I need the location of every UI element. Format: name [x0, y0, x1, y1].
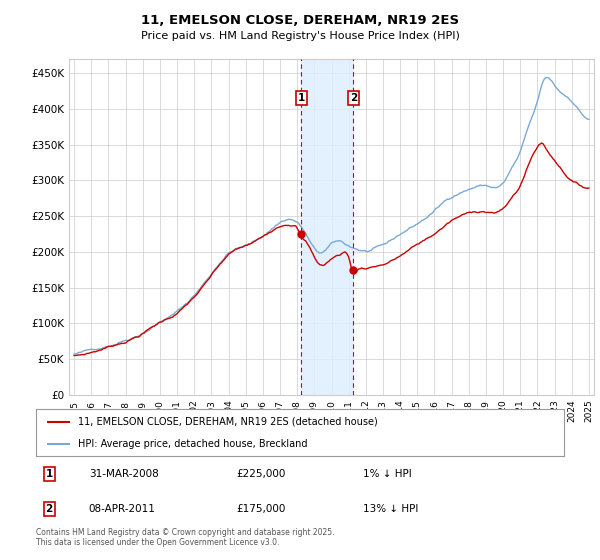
Bar	[301, 59, 353, 395]
Text: Contains HM Land Registry data © Crown copyright and database right 2025.
This d: Contains HM Land Registry data © Crown c…	[36, 528, 335, 547]
Text: HPI: Average price, detached house, Breckland: HPI: Average price, detached house, Brec…	[78, 438, 308, 449]
Text: 2: 2	[46, 504, 53, 514]
Text: 1% ↓ HPI: 1% ↓ HPI	[364, 469, 412, 479]
Text: Price paid vs. HM Land Registry's House Price Index (HPI): Price paid vs. HM Land Registry's House …	[140, 31, 460, 41]
Text: 1: 1	[298, 93, 305, 103]
Text: 2: 2	[350, 93, 357, 103]
Text: 1: 1	[46, 469, 53, 479]
Text: £175,000: £175,000	[236, 504, 286, 514]
Text: 08-APR-2011: 08-APR-2011	[89, 504, 155, 514]
Text: 11, EMELSON CLOSE, DEREHAM, NR19 2ES: 11, EMELSON CLOSE, DEREHAM, NR19 2ES	[141, 14, 459, 27]
Text: 11, EMELSON CLOSE, DEREHAM, NR19 2ES (detached house): 11, EMELSON CLOSE, DEREHAM, NR19 2ES (de…	[78, 417, 378, 427]
Text: 31-MAR-2008: 31-MAR-2008	[89, 469, 158, 479]
Text: 13% ↓ HPI: 13% ↓ HPI	[364, 504, 419, 514]
Text: £225,000: £225,000	[236, 469, 286, 479]
